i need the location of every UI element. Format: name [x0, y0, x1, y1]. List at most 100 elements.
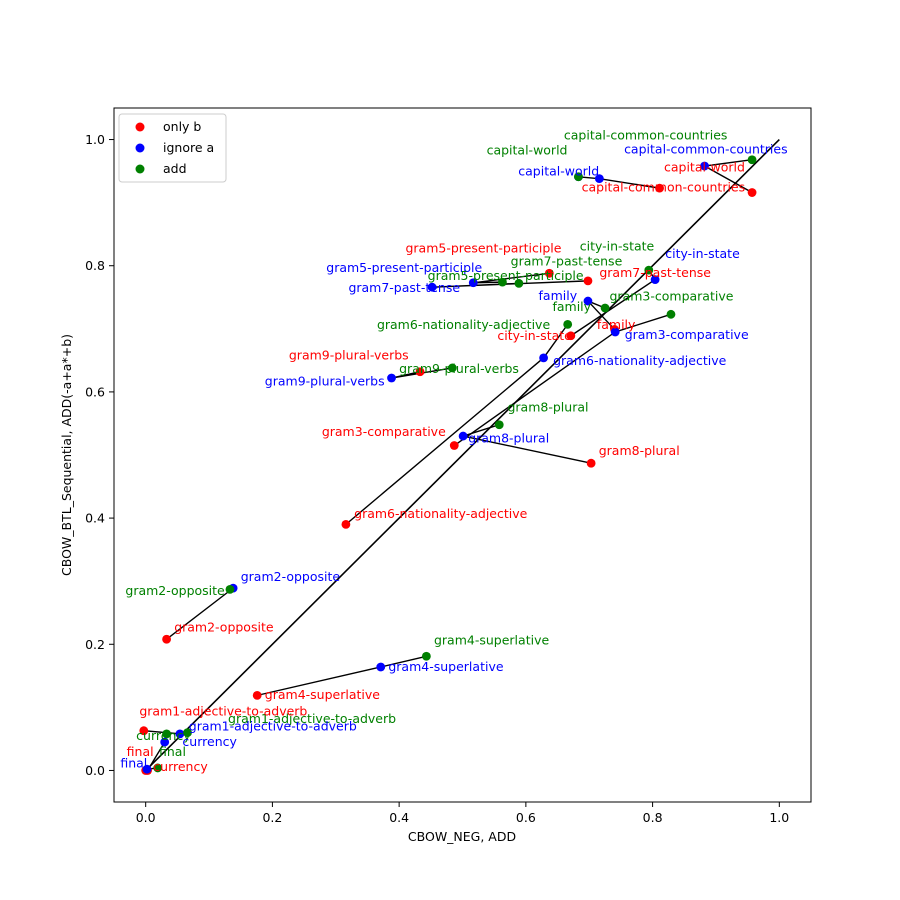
point-ignore-a-capital-world-2 [594, 174, 604, 184]
label-ignore-a-city-in-state: city-in-state [665, 246, 740, 261]
point-only-b-gram1-adjective-to-adverb [139, 726, 149, 736]
label-ignore-a-gram8-plural: gram8-plural [468, 430, 549, 445]
point-labels: capital-common-countries capital-common-c… [120, 128, 787, 775]
point-add-gram9-plural-verbs [447, 363, 457, 373]
label-add-family: family [552, 299, 591, 314]
label-only-b-gram9-plural-verbs: gram9-plural-verbs [289, 348, 409, 363]
label-add-final: final [159, 744, 186, 759]
legend-label-add: add [163, 161, 187, 176]
point-add-gram4-superlative [421, 651, 431, 661]
label-add-gram6-nationality-adjective: gram6-nationality-adjective [377, 317, 550, 332]
legend-marker-ignore-a [135, 143, 145, 153]
point-only-b-gram9-plural-verbs [415, 367, 425, 377]
y-tick-label: 0.0 [85, 763, 105, 778]
y-tick-label: 0.6 [85, 384, 105, 399]
x-tick-label: 0.8 [643, 810, 663, 825]
point-add-gram5-present-participle [498, 277, 507, 287]
point-only-b-gram4-superlative [252, 690, 262, 700]
label-ignore-a-gram7-past-tense: gram7-past-tense [348, 280, 460, 295]
label-ignore-a-gram3-comparative: gram3-comparative [625, 327, 749, 342]
label-add-city-in-state: city-in-state [580, 239, 655, 254]
label-ignore-a-gram9-plural-verbs: gram9-plural-verbs [265, 374, 385, 389]
point-only-b-gram6-nationality-adjective [341, 520, 351, 529]
point-only-b-gram2-opposite [162, 634, 171, 644]
label-add-gram3-comparative: gram3-comparative [610, 288, 734, 303]
x-tick-label: 1.0 [769, 810, 789, 825]
label-ignore-a-currency: currency [182, 734, 237, 749]
y-tick-label: 1.0 [85, 132, 105, 147]
point-ignore-a-city-in-state [650, 275, 660, 285]
point-add-capital-common-countries [747, 155, 757, 165]
label-only-b-currency: currency [153, 759, 208, 774]
x-tick-label: 0.6 [516, 810, 536, 825]
label-only-b-gram2-opposite: gram2-opposite [174, 620, 274, 635]
y-axis-label: CBOW_BTL_Sequential, ADD(-a+a*+b) [59, 334, 74, 576]
point-add-gram7-past-tense [514, 278, 524, 288]
label-ignore-a-gram2-opposite: gram2-opposite [241, 569, 341, 584]
point-ignore-a-gram4-superlative [376, 662, 386, 672]
label-only-b-capital-world: capital-world [664, 160, 745, 175]
point-ignore-a-family [583, 296, 593, 306]
plot-area: capital-common-countries capital-common-c… [113, 107, 812, 803]
x-tick-label: 0.4 [389, 810, 409, 825]
label-add-gram5-present-participle: gram5-present-participle [428, 268, 584, 283]
label-add-gram4-superlative: gram4-superlative [434, 632, 549, 647]
point-add-gram2-opposite [225, 584, 235, 594]
point-ignore-a-gram9-plural-verbs [387, 373, 396, 383]
diagonal-reference-line [145, 138, 780, 772]
label-add-capital-world: capital-world [487, 143, 568, 158]
label-only-b-final: final [127, 744, 154, 759]
data-points [139, 155, 757, 775]
label-only-b-capital-common-countries: capital-common-countries [582, 179, 746, 194]
label-ignore-a-gram6-nationality-adjective: gram6-nationality-adjective [553, 353, 726, 368]
label-ignore-a-final: final [120, 755, 147, 770]
point-add-gram8-plural [494, 420, 504, 430]
point-add-gram3-comparative [666, 309, 676, 319]
label-add-gram8-plural: gram8-plural [507, 399, 588, 414]
point-add-currency [162, 729, 171, 739]
y-axis-ticks: 0.0 0.2 0.4 0.6 0.8 1.0 [85, 132, 114, 778]
point-ignore-a-gram1-adjective-to-adverb [175, 729, 185, 739]
legend-label-ignore-a: ignore a [163, 140, 214, 155]
legend-marker-only-b [135, 122, 145, 132]
x-tick-label: 0.0 [136, 810, 156, 825]
point-add-family [600, 303, 610, 313]
label-add-gram1-adjective-to-adverb: gram1-adjective-to-adverb [228, 711, 396, 726]
point-only-b-gram5-present-participle [544, 268, 554, 278]
label-only-b-gram3-comparative: gram3-comparative [322, 424, 446, 439]
point-ignore-a-gram6-nationality-adjective [539, 353, 549, 363]
y-tick-label: 0.8 [85, 258, 105, 273]
y-tick-label: 0.2 [85, 637, 105, 652]
label-ignore-a-gram1-adjective-to-adverb: gram1-adjective-to-adverb [189, 719, 357, 734]
label-ignore-a-capital-world: capital-world [518, 164, 599, 179]
y-tick-label: 0.4 [85, 511, 105, 526]
point-only-b-city-in-state [566, 331, 576, 341]
point-add-city-in-state [644, 265, 654, 275]
point-add-capital-world [574, 172, 583, 182]
point-ignore-a-currency [160, 737, 170, 747]
legend: only b ignore a add [118, 113, 227, 183]
legend-label-only-b: only b [163, 119, 201, 134]
label-only-b-gram7-past-tense: gram7-past-tense [599, 265, 711, 280]
label-only-b-city-in-state: city-in-state [497, 328, 572, 343]
point-ignore-a-gram7-past-tense [427, 282, 437, 292]
point-only-b-gram3-comparative [449, 441, 459, 450]
label-ignore-a-capital-common-countries: capital-common-countries [624, 141, 788, 156]
point-ignore-a-gram5-present-participle [468, 278, 478, 288]
point-only-b-gram8-plural [586, 458, 596, 468]
point-ignore-a-gram3-comparative [610, 327, 620, 337]
legend-marker-add [135, 164, 145, 174]
label-ignore-a-family: family [539, 288, 578, 303]
legend-box [118, 113, 227, 183]
point-only-b-capital-common-countries [747, 188, 757, 197]
label-only-b-gram1-adjective-to-adverb: gram1-adjective-to-adverb [139, 704, 307, 719]
point-only-b-capital-world [655, 183, 664, 193]
point-ignore-a-final [142, 764, 152, 774]
label-only-b-gram6-nationality-adjective: gram6-nationality-adjective [354, 506, 527, 521]
x-axis-ticks: 0.0 0.2 0.4 0.6 0.8 1.0 [136, 802, 789, 825]
point-add-gram1-adjective-to-adverb [183, 728, 192, 737]
label-only-b-gram5-present-participle: gram5-present-participle [405, 240, 561, 255]
point-ignore-a-capital-common-countries [700, 161, 709, 171]
x-axis-label: CBOW_NEG, ADD [408, 829, 516, 844]
